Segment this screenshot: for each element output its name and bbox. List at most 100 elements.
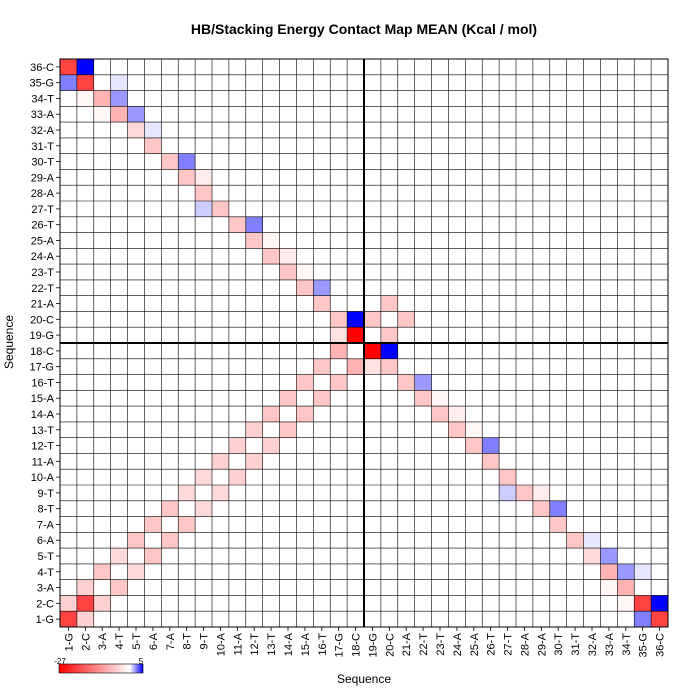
y-tick-label: 2-C — [36, 598, 54, 610]
heatmap-cell — [228, 469, 246, 485]
heatmap-cell — [245, 232, 263, 249]
x-tick-label: 25-A — [469, 632, 481, 656]
y-tick-label: 10-A — [31, 472, 55, 484]
heatmap-cell — [499, 485, 516, 501]
heatmap-cells — [60, 59, 668, 627]
heatmap-cell — [296, 264, 314, 280]
x-tick-label: 2-C — [80, 633, 92, 651]
x-tick-label: 15-A — [300, 632, 312, 656]
x-tick-label: 9-T — [199, 633, 211, 650]
x-tick-label: 22-T — [418, 633, 430, 656]
heatmap-cell — [279, 390, 297, 407]
heatmap-cell — [296, 374, 314, 391]
x-axis-label: Sequence — [337, 672, 391, 686]
heatmap-cell — [380, 343, 398, 359]
heatmap-cell — [161, 532, 179, 549]
heatmap-cell — [262, 248, 280, 265]
x-tick-label: 5-T — [131, 633, 143, 650]
heatmap-cell — [566, 532, 584, 549]
heatmap-cell — [600, 579, 618, 596]
y-tick-label: 33-A — [31, 109, 55, 121]
heatmap-cell — [364, 311, 381, 328]
heatmap-cell — [313, 279, 331, 296]
y-tick-label: 7-A — [37, 519, 55, 531]
y-tick-label: 3-A — [37, 583, 55, 595]
x-tick-label: 24-A — [452, 632, 464, 656]
x-tick-label: 16-T — [317, 633, 329, 656]
heatmap-cell — [380, 327, 398, 343]
heatmap-cell — [296, 406, 314, 422]
heatmap-cell — [262, 406, 280, 422]
heatmap-cell — [279, 248, 297, 265]
x-tick-label: 3-A — [97, 632, 109, 650]
colorbar-max-label: 5 — [139, 657, 144, 666]
x-tick-label: 11-A — [232, 632, 244, 655]
heatmap-cell — [499, 469, 516, 485]
x-tick-label: 32-A — [587, 632, 599, 656]
heatmap-cell — [127, 106, 145, 123]
heatmap-cell — [364, 343, 381, 359]
heatmap-cell — [76, 74, 94, 91]
heatmap-cell — [195, 169, 212, 186]
y-tick-label: 32-A — [31, 125, 55, 137]
heatmap-cell — [195, 469, 212, 485]
heatmap-cell — [195, 185, 212, 201]
y-tick-label: 6-A — [37, 535, 55, 547]
heatmap-cell — [178, 169, 196, 186]
x-tick-label: 6-A — [148, 632, 160, 650]
heatmap-cell — [110, 74, 128, 91]
heatmap-cell — [60, 74, 77, 91]
y-tick-label: 22-T — [31, 283, 54, 295]
y-tick-label: 31-T — [31, 141, 54, 153]
x-tick-label: 7-A — [165, 632, 177, 650]
y-tick-labels: 1-G 2-C 3-A 4-T 5-T 6-A 7-A 8-T 9-T 10-A 11-A 12-T 1… — [30, 62, 60, 626]
heatmap-cell — [178, 153, 196, 170]
y-axis-label: Sequence — [2, 315, 16, 369]
y-tick-label: 27-T — [31, 204, 54, 216]
y-tick-label: 23-T — [31, 267, 54, 279]
y-tick-label: 18-C — [30, 346, 54, 358]
heatmap-cell — [178, 485, 196, 501]
heatmap-cell — [482, 453, 500, 470]
x-tick-label: 29-A — [536, 632, 548, 656]
heatmap-cell — [178, 516, 196, 533]
x-tick-label: 8-T — [182, 633, 194, 650]
heatmap-cell — [144, 137, 162, 154]
heatmap-cell — [110, 579, 128, 596]
y-tick-label: 34-T — [31, 93, 54, 105]
y-tick-label: 29-A — [31, 172, 55, 184]
heatmap-cell — [600, 563, 618, 580]
x-tick-label: 20-C — [384, 633, 396, 657]
heatmap-cell — [549, 500, 567, 517]
x-tick-label: 23-T — [435, 633, 447, 656]
x-tick-label: 19-G — [367, 633, 379, 657]
x-tick-label: 12-T — [249, 633, 261, 656]
x-tick-label: 27-T — [503, 633, 515, 656]
heatmap-cell — [60, 59, 77, 75]
heatmap-cell — [583, 548, 601, 564]
x-tick-label: 10-A — [215, 632, 227, 656]
heatmap-cell — [313, 295, 331, 312]
heatmap-cell — [212, 201, 229, 217]
heatmap-cell — [296, 279, 314, 296]
y-tick-label: 20-C — [30, 314, 54, 326]
heatmap-cell — [245, 216, 263, 233]
heatmap-cell — [93, 90, 111, 107]
heatmap-cell — [195, 500, 212, 517]
heatmap-cell — [76, 90, 94, 107]
heatmap-cell — [414, 374, 432, 391]
y-tick-label: 12-T — [31, 441, 54, 453]
heatmap-cell — [127, 532, 145, 549]
heatmap-cell — [651, 595, 668, 612]
y-tick-label: 26-T — [31, 220, 54, 232]
y-tick-label: 5-T — [38, 551, 55, 563]
x-tick-label: 35-G — [638, 633, 650, 657]
x-tick-labels: 1-G 2-C 3-A 4-T 5-T 6-A 7-A 8-T 9-T 10-A 11-A 12-T 1… — [63, 627, 667, 657]
heatmap-cell — [330, 343, 348, 359]
heatmap-cell — [516, 485, 533, 501]
heatmap-cell — [397, 374, 415, 391]
heatmap-cell — [634, 611, 652, 627]
y-tick-label: 28-A — [31, 188, 55, 200]
heatmap-cell — [347, 311, 364, 328]
y-tick-label: 11-A — [32, 456, 55, 468]
